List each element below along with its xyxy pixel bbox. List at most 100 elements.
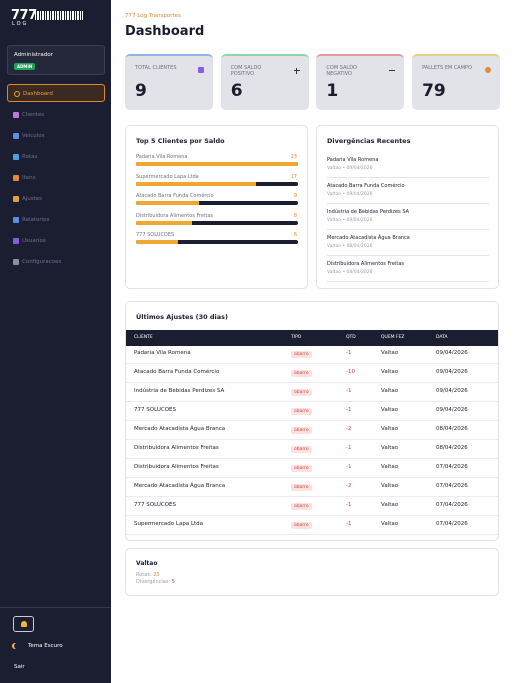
table-cell: 07/04/2026 (436, 521, 468, 527)
table-cell: -1 (346, 388, 352, 394)
type-badge: obarro (291, 484, 312, 491)
logout[interactable]: Sair (14, 664, 25, 670)
table-cell: -1 (346, 407, 352, 413)
routes-line: Rotas: 23 (136, 572, 160, 578)
row-separator (126, 477, 498, 478)
adjustments-panel: Últimos Ajustes (30 dias) CLIENTE TIPO QTD… (125, 301, 499, 541)
notifications-button[interactable] (13, 616, 34, 632)
nav-icon (14, 91, 20, 97)
table-cell: -10 (346, 369, 355, 375)
table-cell: Valtao (381, 521, 399, 527)
type-badge: obarro (291, 427, 312, 434)
row-separator (126, 458, 498, 459)
nav-item[interactable]: Usuarios (7, 232, 105, 250)
table-cell: Mercado Atacadista Água Branca (134, 426, 226, 432)
table-cell: 07/04/2026 (436, 483, 468, 489)
divergences-panel: Divergências Recentes Padaria Vila Romen… (316, 125, 499, 289)
stat-card: TOTAL CLIENTES 9 (125, 54, 213, 110)
panel-title: Top 5 Clientes por Saldo (136, 137, 225, 145)
stat-card: COM SALDO POSITIVO 6 (220, 54, 309, 110)
type-badge: obarro (291, 370, 312, 377)
stat-label: COM SALDO POSITIVO (230, 65, 262, 77)
stat-label: PALLETS EM CAMPO (422, 65, 472, 71)
routes-value: 23 (153, 572, 160, 578)
progress-track (136, 201, 298, 205)
table-cell: 09/04/2026 (436, 369, 468, 375)
nav-item[interactable]: Configuracoes (7, 253, 105, 271)
type-badge: obarro (291, 351, 312, 358)
divergence-meta: Valtao • 08/04/2026 (327, 270, 373, 275)
nav-icon (13, 175, 19, 181)
company: 777 Log Transportes (125, 13, 181, 19)
nav-icon (13, 259, 19, 265)
nav-item[interactable]: Relatorios (7, 211, 105, 229)
table-cell: -1 (346, 464, 352, 470)
client-name: Padaria Vila Romena (136, 154, 188, 160)
progress-track (136, 240, 298, 244)
stat-card: COM SALDO NEGATIVO 1 (316, 54, 405, 110)
divergence-meta: Valtao • 08/04/2026 (327, 244, 373, 249)
nav-icon (13, 217, 19, 223)
column-header: QUEM FEZ (381, 335, 405, 340)
logo: 777 (11, 8, 37, 23)
stat-value: 9 (135, 81, 147, 101)
stat-label: COM SALDO NEGATIVO (326, 65, 357, 77)
progress-fill (136, 201, 200, 205)
stat-value: 1 (326, 81, 339, 101)
stat-icon (296, 67, 298, 74)
progress-track (136, 181, 298, 186)
divergence-separator (327, 255, 489, 256)
moon-icon (14, 643, 20, 649)
stat-value: 6 (230, 81, 243, 101)
nav-item[interactable]: Veiculos (7, 127, 105, 145)
nav-item[interactable]: Dashboard (7, 84, 105, 102)
type-badge: obarro (291, 503, 312, 510)
table-cell: Valtao (381, 426, 399, 432)
table-cell: Distribuidora Alimentos Freitas (134, 464, 219, 470)
client-value: 9 (293, 193, 297, 199)
divergence-separator (327, 281, 489, 282)
client-value: 6 (293, 232, 297, 238)
divergences-line: Divergências: 5 (136, 579, 175, 585)
divergences-label: Divergências: (136, 579, 171, 585)
theme-toggle[interactable]: Tema Escuro (28, 643, 63, 649)
row-separator (126, 382, 498, 383)
column-header: QTD (346, 335, 356, 340)
table-cell: 777 SOLUCOES (134, 407, 177, 413)
nav-item[interactable]: Clientes (7, 106, 105, 124)
column-header: CLIENTE (134, 335, 153, 340)
table-cell: Mercado Atacadista Água Branca (134, 483, 226, 489)
user-name: Administrador (14, 52, 53, 58)
table-cell: Valtao (381, 502, 399, 508)
table-cell: Valtao (381, 350, 399, 356)
logo-sub: LOG (12, 21, 29, 27)
stat-card: PALLETS EM CAMPO 79 (412, 54, 501, 110)
column-header: TIPO (291, 335, 302, 340)
progress-fill (136, 162, 298, 166)
table-cell: -1 (346, 521, 352, 527)
page-title: Dashboard (125, 24, 205, 39)
table-cell: Supermercado Lapa Ltda (134, 521, 204, 527)
client-value: 23 (290, 154, 297, 160)
table-cell: 777 SOLUCOES (134, 502, 177, 508)
sidebar: 777 LOG Administrador ADMIN Tema Escuro … (0, 0, 111, 683)
table-header: CLIENTE TIPO QTD QUEM FEZ DATA (126, 330, 498, 346)
nav-item[interactable]: Ajustes (7, 190, 105, 208)
client-name: Atacado Barra Funda Comércio (136, 193, 214, 199)
row-separator (126, 496, 498, 497)
table-cell: 07/04/2026 (436, 502, 468, 508)
divergence-meta: Valtao • 09/04/2026 (327, 218, 373, 223)
divergence-separator (327, 229, 489, 230)
panel-title: Divergências Recentes (327, 137, 411, 145)
stat-icon (198, 67, 204, 73)
nav-item[interactable]: Rotas (7, 148, 105, 166)
table-cell: 09/04/2026 (436, 407, 468, 413)
nav-item[interactable]: Itens (7, 169, 105, 187)
type-badge: obarro (291, 465, 312, 472)
routes-label: Rotas: (136, 572, 152, 578)
progress-track (136, 162, 298, 166)
nav-icon (13, 112, 19, 118)
type-badge: obarro (291, 408, 312, 415)
table-cell: -1 (346, 445, 352, 451)
table-cell: Atacado Barra Funda Comércio (134, 369, 220, 375)
